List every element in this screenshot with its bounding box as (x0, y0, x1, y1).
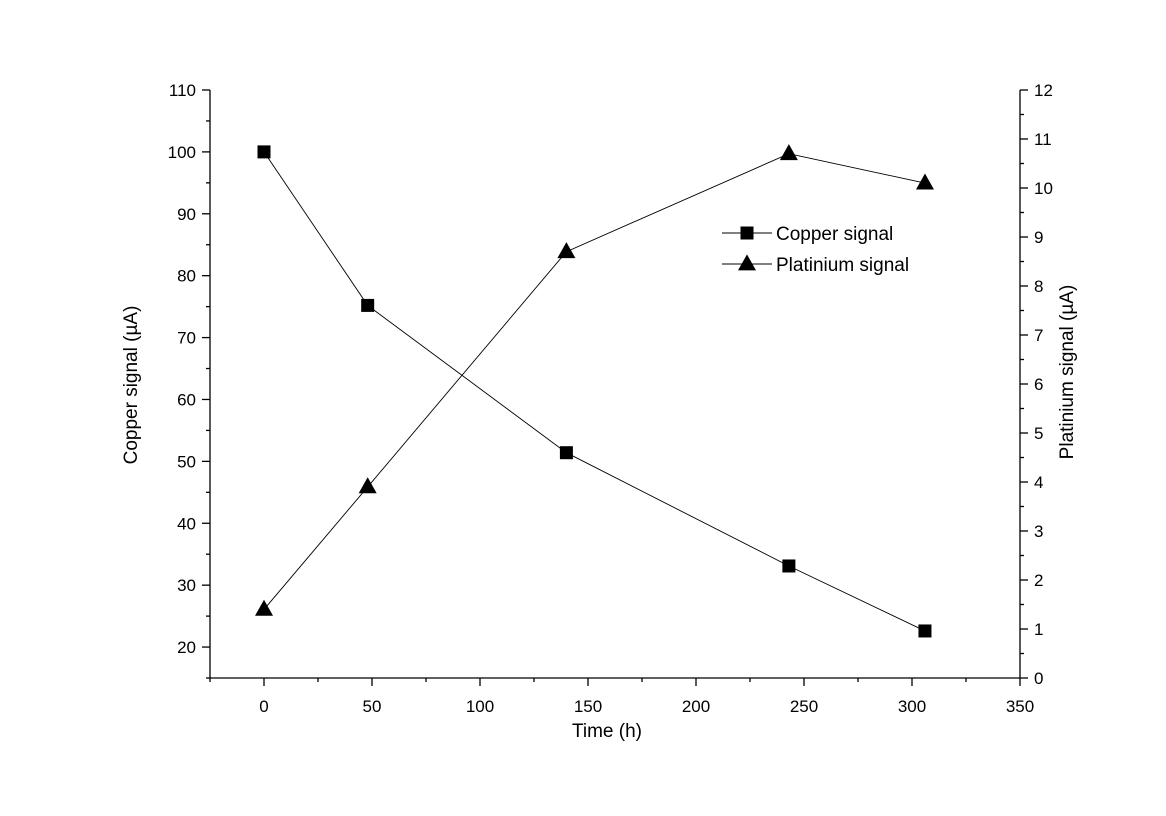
axes: 0 50 100 150 200 250 300 3502030405060708090100… (168, 81, 1053, 716)
y-right-tick-label: 2 (1034, 571, 1043, 590)
copper-data-point (918, 624, 932, 638)
legend-label: Copper signal (776, 224, 893, 245)
copper-data-point (782, 559, 796, 573)
y-right-tick-label: 7 (1034, 326, 1043, 345)
x-tick-label: 200 (682, 697, 710, 716)
y-left-tick-label: 80 (177, 267, 196, 286)
legend-marker (738, 254, 756, 271)
y-right-tick-label: 10 (1034, 179, 1053, 198)
x-tick-label: 250 (790, 697, 818, 716)
platinium-data-point (358, 477, 377, 494)
y-right-tick-label: 6 (1034, 375, 1043, 394)
y-left-tick-label: 50 (177, 452, 196, 471)
y-left-tick-label: 20 (177, 638, 196, 657)
copper-data-point (257, 145, 271, 159)
y-left-tick-label: 100 (168, 143, 196, 162)
y-right-tick-label: 9 (1034, 228, 1043, 247)
y-right-tick-label: 11 (1034, 130, 1052, 149)
y-right-tick-label: 0 (1034, 669, 1043, 688)
y-left-tick-label: 110 (169, 81, 196, 100)
copper-data-point (361, 298, 375, 312)
y-left-tick-label: 90 (177, 205, 196, 224)
y-right-tick-label: 1 (1034, 620, 1043, 639)
y-left-tick-label: 30 (177, 576, 196, 595)
series-group (255, 144, 934, 638)
copper-data-point (559, 446, 573, 460)
legend-label: Platinium signal (776, 255, 909, 276)
platinium-series-line (263, 153, 926, 610)
legend: Copper signal Platinium signal (722, 224, 909, 276)
legend-marker (740, 226, 754, 240)
x-tick-label: 50 (363, 697, 382, 716)
x-tick-label: 150 (574, 697, 602, 716)
platinium-data-point (557, 242, 576, 259)
x-tick-label: 100 (466, 697, 494, 716)
x-tick-label: 300 (898, 697, 926, 716)
y-left-tick-label: 70 (177, 329, 196, 348)
y-left-axis-title: Copper signal (µA) (121, 306, 142, 465)
x-tick-label: 350 (1006, 697, 1034, 716)
y-right-axis-title: Platinium signal (µA) (1057, 285, 1078, 460)
platinium-data-point (779, 144, 798, 161)
y-right-tick-label: 3 (1034, 522, 1043, 541)
y-right-tick-label: 12 (1034, 81, 1053, 100)
x-tick-label: 0 (259, 697, 268, 716)
x-axis-title: Time (h) (572, 721, 642, 742)
y-right-tick-label: 8 (1034, 277, 1043, 296)
y-left-tick-label: 40 (177, 514, 196, 533)
platinium-data-point (255, 599, 273, 616)
platinium-data-point (915, 173, 934, 190)
y-right-tick-label: 5 (1034, 424, 1043, 443)
y-left-tick-label: 60 (177, 390, 196, 409)
y-right-tick-label: 4 (1034, 473, 1043, 492)
